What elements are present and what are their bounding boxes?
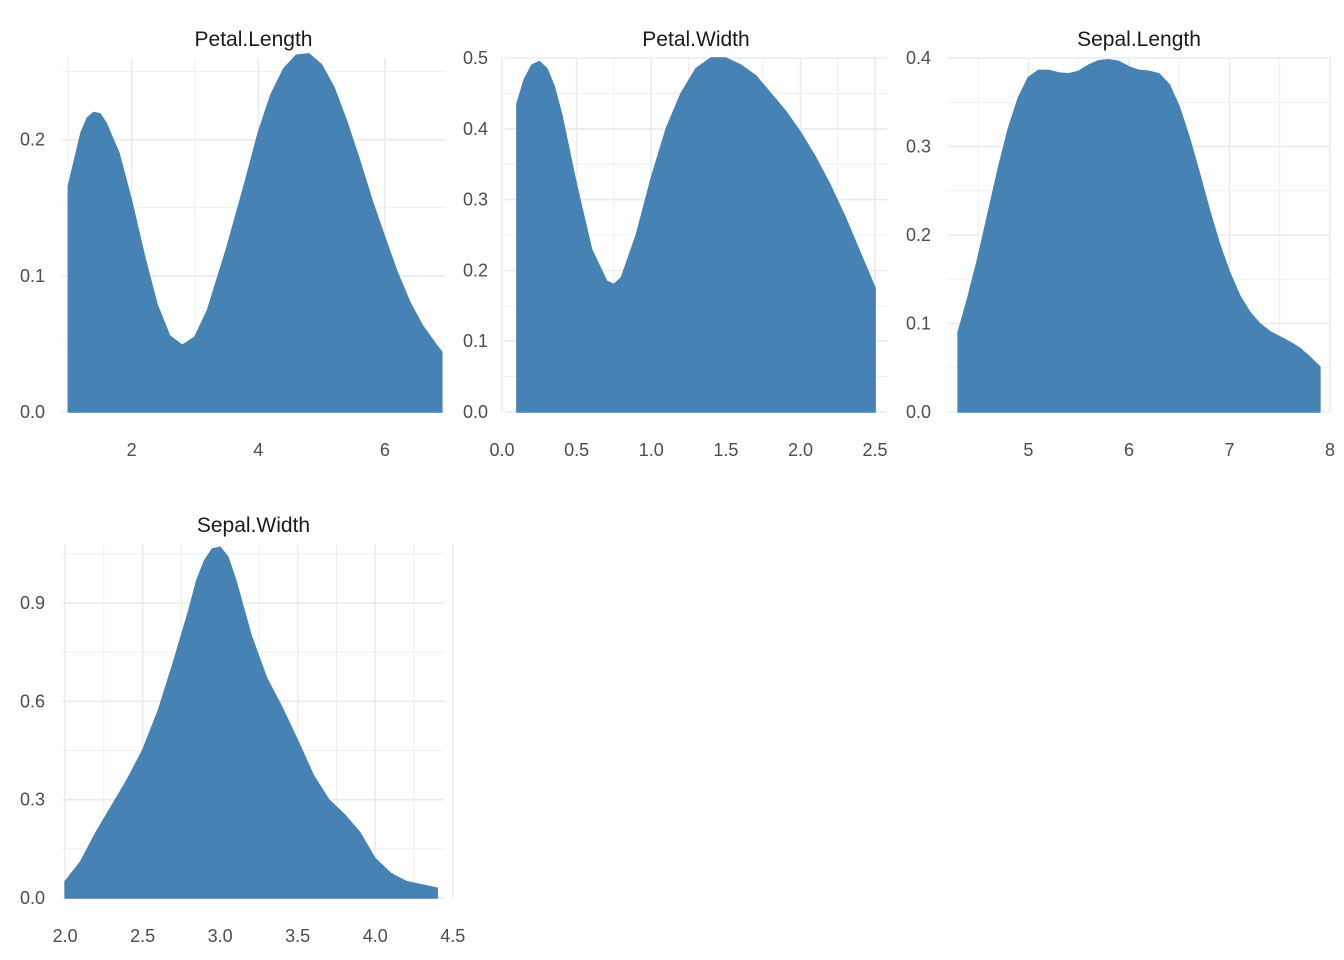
x-tick-label: 7 bbox=[1224, 440, 1234, 460]
x-tick-label: 1.5 bbox=[713, 440, 738, 460]
y-tick-label: 0.3 bbox=[20, 790, 45, 810]
y-tick-label: 0.4 bbox=[906, 48, 931, 68]
facet-title: Petal.Length bbox=[195, 28, 313, 51]
facet-title: Sepal.Width bbox=[197, 514, 310, 537]
y-tick-label: 0.0 bbox=[906, 402, 931, 422]
facet-panel: Petal.Width 0.0 0.5 1.0 1.5 2.0 2.5 0.0 0.1 0.2 0.… bbox=[463, 28, 888, 460]
y-tick-label: 0.3 bbox=[463, 190, 488, 210]
y-tick-label: 0.3 bbox=[906, 137, 931, 157]
x-tick-label: 4.0 bbox=[363, 926, 388, 946]
density-area bbox=[67, 53, 443, 413]
x-tick-label: 6 bbox=[380, 440, 390, 460]
x-tick-label: 2.5 bbox=[863, 440, 888, 460]
y-tick-label: 0.2 bbox=[906, 225, 931, 245]
x-tick-label: 2 bbox=[127, 440, 137, 460]
x-tick-label: 2.0 bbox=[53, 926, 78, 946]
y-tick-label: 0.0 bbox=[20, 888, 45, 908]
x-tick-label: 2.5 bbox=[130, 926, 155, 946]
y-tick-label: 0.2 bbox=[20, 130, 45, 150]
x-tick-label: 3.0 bbox=[208, 926, 233, 946]
facet-panel: Sepal.Length 5 6 7 8 0.0 0.1 0.2 0.3 0.4 bbox=[906, 28, 1335, 460]
x-tick-label: 5 bbox=[1023, 440, 1033, 460]
y-tick-label: 0.9 bbox=[20, 593, 45, 613]
facet-title: Petal.Width bbox=[642, 28, 749, 51]
x-tick-label: 1.0 bbox=[639, 440, 664, 460]
density-area bbox=[957, 59, 1321, 413]
y-tick-label: 0.5 bbox=[463, 48, 488, 68]
x-tick-label: 6 bbox=[1124, 440, 1134, 460]
x-tick-label: 8 bbox=[1325, 440, 1335, 460]
density-area bbox=[64, 546, 438, 899]
y-tick-label: 0.1 bbox=[20, 266, 45, 286]
y-tick-label: 0.2 bbox=[463, 260, 488, 280]
facet-panel: Sepal.Width 2.0 2.5 3.0 3.5 4.0 4.5 0.0 0.3 0.6 0.… bbox=[20, 514, 465, 946]
y-tick-label: 0.1 bbox=[906, 314, 931, 334]
y-tick-label: 0.1 bbox=[463, 331, 488, 351]
y-tick-label: 0.0 bbox=[20, 402, 45, 422]
x-tick-label: 4 bbox=[253, 440, 263, 460]
density-area bbox=[516, 57, 876, 413]
y-tick-label: 0.4 bbox=[463, 119, 488, 139]
facet-panel: Petal.Length 2 4 6 0.0 0.1 0.2 bbox=[20, 28, 445, 460]
y-tick-label: 0.6 bbox=[20, 691, 45, 711]
x-tick-label: 0.5 bbox=[564, 440, 589, 460]
x-tick-label: 3.5 bbox=[285, 926, 310, 946]
x-tick-label: 2.0 bbox=[788, 440, 813, 460]
facet-title: Sepal.Length bbox=[1077, 28, 1201, 51]
x-tick-label: 4.5 bbox=[440, 926, 465, 946]
x-tick-label: 0.0 bbox=[490, 440, 515, 460]
y-tick-label: 0.0 bbox=[463, 402, 488, 422]
